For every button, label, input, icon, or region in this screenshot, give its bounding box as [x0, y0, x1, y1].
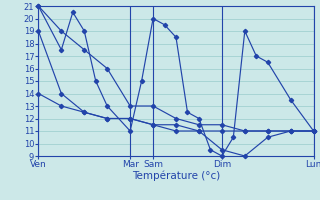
X-axis label: Température (°c): Température (°c) — [132, 171, 220, 181]
